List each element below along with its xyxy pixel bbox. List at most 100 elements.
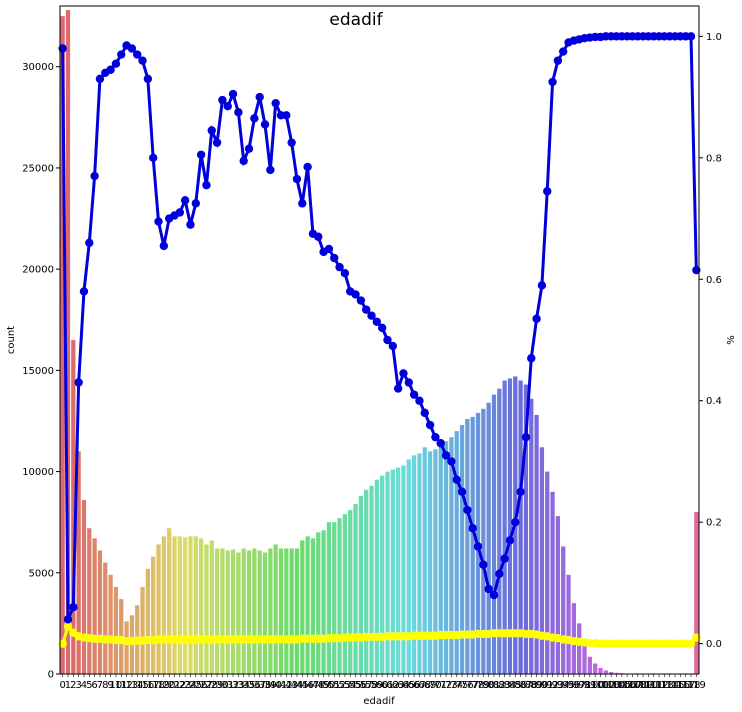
x-tick-label-34: 34 [237, 680, 250, 691]
x-tick-label-110: 110 [639, 680, 658, 691]
blue-point-3 [74, 378, 83, 387]
x-tick-label-35: 35 [243, 680, 256, 691]
x-tick-label-16: 16 [141, 680, 154, 691]
x-tick-label-84: 84 [504, 680, 517, 691]
left-axis-title: count [6, 326, 17, 354]
x-tick-label-68: 68 [418, 680, 431, 691]
bar-57 [364, 489, 369, 674]
x-tick-label-115: 115 [665, 680, 684, 691]
blue-point-78 [473, 542, 483, 551]
x-tick-label-94: 94 [557, 680, 570, 691]
left-tick-label-20000: 20000 [22, 265, 54, 276]
bar-48 [316, 532, 321, 674]
blue-point-62 [388, 341, 398, 351]
x-tick-label-53: 53 [339, 680, 352, 691]
blue-point-39 [266, 165, 275, 175]
x-tick-label-52: 52 [333, 680, 346, 691]
x-tick-label-79: 79 [477, 680, 490, 691]
bar-63 [396, 467, 401, 674]
x-tick-label-57: 57 [360, 680, 373, 691]
x-tick-label-33: 33 [232, 680, 245, 691]
x-tick-label-104: 104 [607, 680, 626, 691]
bar-2 [71, 340, 76, 674]
bar-87 [523, 384, 529, 674]
bar-9 [108, 574, 113, 674]
bar-52 [337, 518, 342, 674]
blue-point-77 [468, 524, 477, 533]
x-tick-label-117: 117 [676, 680, 695, 691]
bar-82 [497, 388, 502, 674]
bar-91 [545, 471, 550, 674]
right-tick-label-1: 1.0 [706, 32, 722, 43]
bar-39 [268, 548, 273, 674]
x-tick-label-91: 91 [541, 680, 554, 691]
bar-47 [310, 538, 316, 674]
yellow-point-1 [63, 622, 73, 631]
x-tick-label-61: 61 [381, 680, 394, 691]
x-tick-label-70: 70 [429, 680, 442, 691]
blue-point-46 [303, 162, 312, 172]
bar-21 [172, 536, 177, 674]
x-tick-label-77: 77 [466, 680, 479, 691]
bar-7 [97, 550, 103, 674]
bar-75 [459, 425, 465, 674]
blue-point-89 [532, 314, 541, 323]
blue-point-16 [143, 74, 153, 84]
x-tick-label-54: 54 [344, 680, 357, 691]
x-tick-label-22: 22 [173, 680, 186, 691]
x-tick-label-64: 64 [397, 680, 410, 691]
bar-56 [358, 495, 363, 674]
bar-58 [369, 485, 374, 674]
bar-88 [529, 398, 534, 674]
x-tick-label-108: 108 [628, 680, 647, 691]
x-tick-label-14: 14 [131, 680, 144, 691]
x-tick-label-7: 7 [97, 680, 103, 691]
x-tick-label-96: 96 [567, 680, 580, 691]
bar-104 [614, 672, 619, 674]
bar-73 [449, 437, 454, 674]
bar-86 [518, 380, 523, 674]
x-tick-label-15: 15 [136, 680, 149, 691]
bar-62 [390, 469, 395, 674]
bar-93 [555, 516, 561, 674]
x-tick-label-111: 111 [644, 680, 663, 691]
blue-point-119 [692, 265, 701, 275]
bar-40 [273, 544, 278, 674]
blue-point-50 [324, 244, 334, 254]
x-tick-label-40: 40 [269, 680, 282, 691]
blue-point-25 [191, 199, 200, 208]
bar-30 [220, 548, 225, 674]
blue-point-118 [686, 32, 696, 41]
x-tick-label-112: 112 [650, 680, 669, 691]
blue-point-55 [351, 290, 360, 299]
bar-10 [113, 586, 119, 674]
blue-point-0 [58, 44, 67, 53]
bar-74 [454, 431, 459, 674]
blue-point-9 [106, 65, 115, 74]
x-tick-label-62: 62 [386, 680, 399, 691]
x-tick-label-1: 1 [65, 680, 71, 691]
right-tick-label-0.8: 0.8 [706, 153, 722, 164]
blue-point-71 [436, 439, 445, 448]
x-tick-label-26: 26 [195, 680, 208, 691]
x-tick-label-44: 44 [291, 680, 304, 691]
bar-46 [305, 536, 310, 674]
x-tick-label-73: 73 [445, 680, 458, 691]
blue-point-48 [314, 232, 323, 241]
bar-99 [587, 656, 592, 674]
x-tick-label-51: 51 [328, 680, 341, 691]
blue-point-35 [244, 144, 254, 153]
x-tick-label-8: 8 [102, 680, 108, 691]
bar-51 [332, 522, 337, 674]
x-tick-label-29: 29 [211, 680, 224, 691]
bar-80 [486, 402, 491, 674]
x-tick-label-105: 105 [612, 680, 631, 691]
blue-point-57 [361, 305, 371, 314]
x-tick-label-58: 58 [365, 680, 378, 691]
x-tick-label-82: 82 [493, 680, 506, 691]
x-tick-label-6: 6 [91, 680, 97, 691]
x-tick-label-89: 89 [530, 680, 543, 691]
blue-point-65 [404, 378, 413, 387]
blue-point-28 [207, 126, 216, 135]
bar-89 [534, 414, 539, 674]
